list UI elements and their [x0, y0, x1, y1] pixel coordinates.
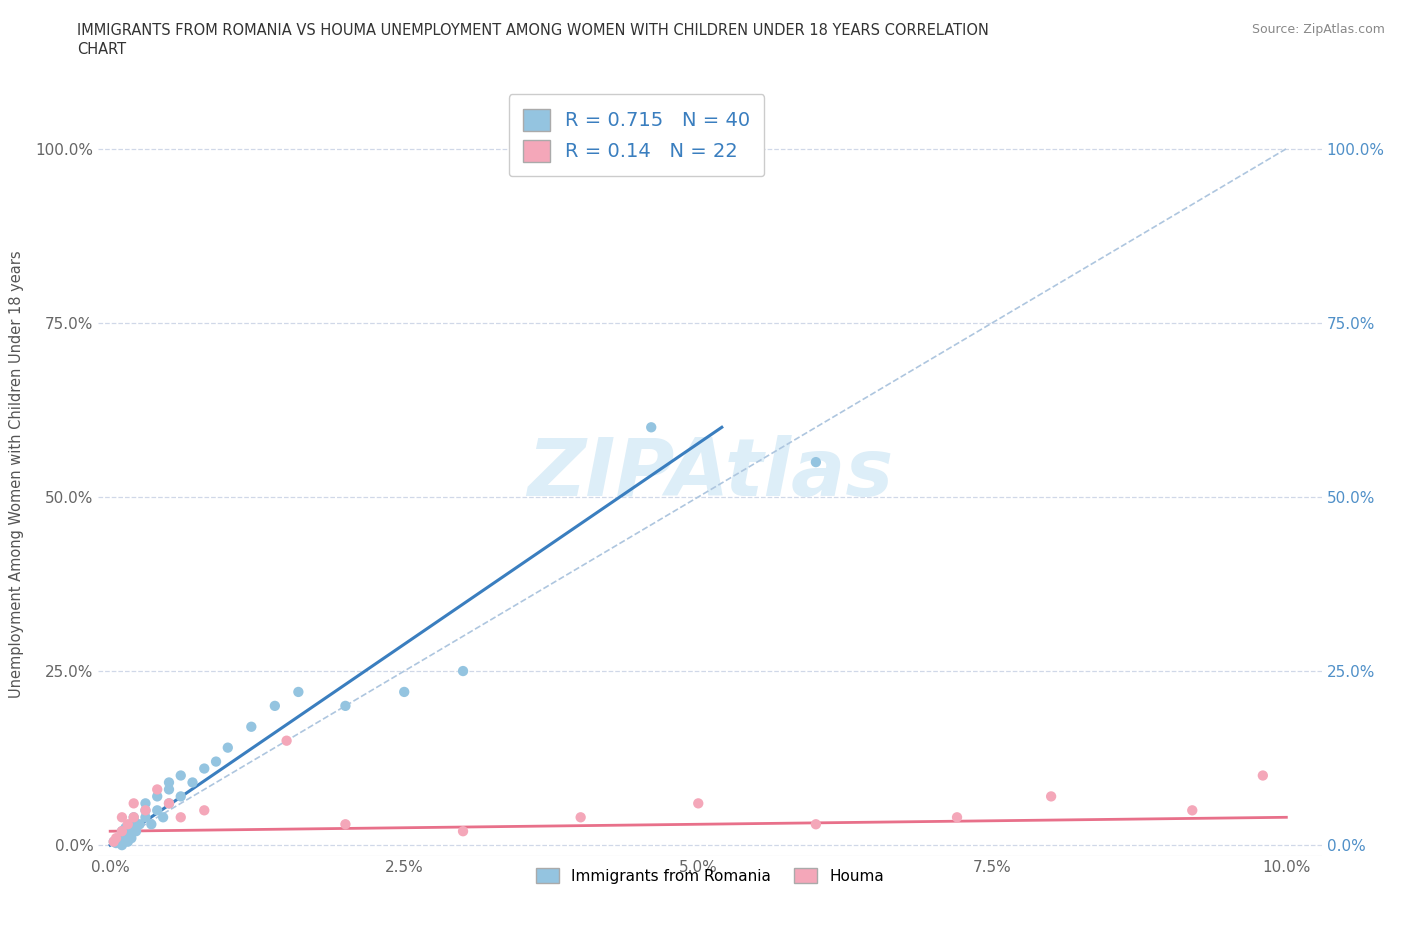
- Point: [141, 817, 163, 831]
- Point: [170, 810, 193, 825]
- Point: [111, 824, 134, 839]
- Point: [120, 830, 142, 845]
- Point: [569, 810, 592, 825]
- Point: [276, 733, 298, 748]
- Point: [157, 796, 180, 811]
- Y-axis label: Unemployment Among Women with Children Under 18 years: Unemployment Among Women with Children U…: [10, 250, 24, 698]
- Point: [946, 810, 969, 825]
- Point: [117, 834, 139, 849]
- Point: [117, 824, 139, 839]
- Point: [193, 803, 215, 817]
- Point: [217, 740, 239, 755]
- Legend: Immigrants from Romania, Houma: Immigrants from Romania, Houma: [530, 862, 890, 890]
- Point: [804, 455, 827, 470]
- Point: [134, 810, 156, 825]
- Point: [394, 684, 416, 699]
- Point: [122, 810, 145, 825]
- Point: [122, 810, 145, 825]
- Point: [111, 824, 134, 839]
- Point: [146, 803, 169, 817]
- Point: [1251, 768, 1274, 783]
- Point: [134, 803, 156, 817]
- Point: [335, 698, 357, 713]
- Point: [117, 817, 139, 831]
- Point: [152, 810, 174, 825]
- Point: [103, 834, 125, 849]
- Point: [111, 830, 134, 845]
- Text: CHART: CHART: [77, 42, 127, 57]
- Point: [122, 817, 145, 831]
- Text: Source: ZipAtlas.com: Source: ZipAtlas.com: [1251, 23, 1385, 36]
- Point: [112, 828, 135, 843]
- Point: [114, 820, 136, 835]
- Point: [157, 775, 180, 790]
- Point: [122, 814, 145, 829]
- Point: [181, 775, 204, 790]
- Point: [451, 664, 474, 679]
- Point: [157, 796, 180, 811]
- Point: [146, 789, 169, 804]
- Point: [103, 834, 125, 849]
- Point: [451, 824, 474, 839]
- Point: [1040, 789, 1063, 804]
- Point: [287, 684, 309, 699]
- Point: [640, 419, 662, 434]
- Text: IMMIGRANTS FROM ROMANIA VS HOUMA UNEMPLOYMENT AMONG WOMEN WITH CHILDREN UNDER 18: IMMIGRANTS FROM ROMANIA VS HOUMA UNEMPLO…: [77, 23, 990, 38]
- Point: [193, 761, 215, 776]
- Point: [111, 810, 134, 825]
- Point: [128, 817, 150, 831]
- Point: [170, 768, 193, 783]
- Point: [125, 824, 148, 839]
- Point: [134, 803, 156, 817]
- Text: ZIPAtlas: ZIPAtlas: [527, 435, 893, 513]
- Point: [157, 782, 180, 797]
- Point: [240, 719, 263, 734]
- Point: [1181, 803, 1204, 817]
- Point: [111, 838, 134, 853]
- Point: [263, 698, 285, 713]
- Point: [122, 796, 145, 811]
- Point: [205, 754, 228, 769]
- Point: [804, 817, 827, 831]
- Point: [108, 832, 131, 847]
- Point: [688, 796, 710, 811]
- Point: [170, 789, 193, 804]
- Point: [335, 817, 357, 831]
- Point: [146, 782, 169, 797]
- Point: [134, 796, 156, 811]
- Point: [105, 830, 128, 845]
- Point: [105, 836, 128, 851]
